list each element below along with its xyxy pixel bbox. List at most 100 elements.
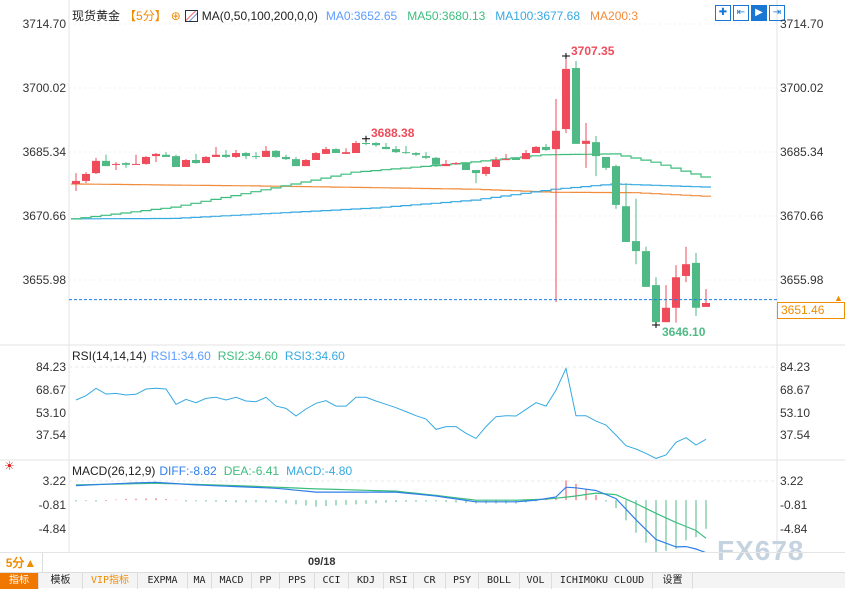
toolbar-item-expma[interactable]: EXPMA	[138, 573, 188, 589]
candle-up	[152, 153, 160, 157]
candle-up	[72, 180, 80, 184]
price-axis-left-4: 3655.98	[22, 273, 66, 287]
macd-axis-right-1: -0.81	[780, 498, 808, 512]
candle-up	[662, 307, 670, 323]
candle-up	[482, 166, 490, 174]
candle-up	[682, 264, 690, 276]
indicator-toolbar: 指标 模板 VIP指标 EXPMA MA MACD PP PPS CCI KDJ RSI CR PSY B…	[0, 572, 845, 589]
goto-latest-icon[interactable]: ⇥	[769, 5, 785, 21]
candle-down	[282, 156, 290, 160]
macd-axis-right-2: -4.84	[780, 522, 808, 536]
candle-up	[552, 130, 560, 150]
macd-axis-left-1: -0.81	[38, 498, 66, 512]
rsi-line	[75, 366, 707, 459]
candle-down	[102, 160, 110, 167]
ma100-line	[71, 183, 711, 220]
expand-up-icon[interactable]: ▲	[834, 293, 843, 303]
price-axis-right-2: 3685.34	[780, 145, 824, 159]
candle-up	[452, 163, 460, 165]
zoom-range-icon[interactable]: ⇤	[733, 5, 749, 21]
candle-down	[242, 153, 250, 157]
period-label[interactable]: 【5分】	[124, 9, 167, 23]
candle-up	[262, 150, 270, 157]
candle-down	[272, 150, 280, 157]
extreme-marker	[362, 135, 370, 142]
candle-down	[382, 146, 390, 150]
candle-up	[522, 153, 530, 160]
toolbar-item-vol[interactable]: VOL	[520, 573, 552, 589]
candle-down	[652, 285, 660, 323]
low-annotation: 3646.10	[662, 325, 706, 339]
toolbar-item-cr[interactable]: CR	[414, 573, 446, 589]
candle-down	[542, 146, 550, 150]
add-compare-icon[interactable]: ⊕	[170, 8, 181, 23]
candle-down	[192, 160, 200, 164]
toolbar-item-设置[interactable]: 设置	[653, 573, 693, 589]
time-axis: 5分▲ 09/18	[0, 552, 845, 573]
toolbar-item-ma[interactable]: MA	[188, 573, 212, 589]
candle-down	[332, 149, 340, 154]
price-axis-left-0: 3714.70	[22, 17, 66, 31]
candle-up	[202, 156, 210, 164]
candle-up	[442, 163, 450, 167]
candle-up	[672, 277, 680, 308]
high-annotation-1: 3688.38	[371, 126, 415, 140]
candle-up	[562, 68, 570, 130]
candle-down	[572, 68, 580, 144]
ma200-value: MA200:3	[590, 8, 639, 23]
time-axis-date: 09/18	[308, 556, 336, 568]
toolbar-item-macd[interactable]: MACD	[212, 573, 252, 589]
candle-down	[432, 157, 440, 165]
crosshair-icon[interactable]: ✚	[715, 5, 731, 21]
candle-up	[212, 154, 220, 157]
price-axis-left-3: 3670.66	[22, 209, 66, 223]
candle-down	[292, 159, 300, 167]
candle-down	[222, 154, 230, 157]
rsi1-value: RSI1:34.60	[150, 349, 211, 363]
candle-down	[612, 166, 620, 205]
candle-down	[462, 163, 470, 171]
macd-axis-right-0: 3.22	[780, 474, 804, 488]
chart-canvas[interactable]	[0, 0, 845, 552]
indicator-settings-icon[interactable]: ☀	[4, 459, 15, 473]
rsi-axis-right-3: 37.54	[780, 428, 811, 442]
toolbar-item-模板[interactable]: 模板	[39, 573, 83, 589]
toolbar-item-pps[interactable]: PPS	[280, 573, 315, 589]
watermark-logo: FX678	[717, 535, 805, 566]
ma-indicator-icon[interactable]	[184, 9, 198, 22]
diff-line	[75, 481, 706, 552]
price-axis-right-0: 3714.70	[780, 17, 824, 31]
price-axis-right-4: 3655.98	[780, 273, 824, 287]
candle-up	[532, 146, 540, 154]
rsi-axis-right-2: 53.10	[780, 406, 811, 420]
period-selector[interactable]: 5分▲	[0, 553, 43, 573]
toolbar-item-vip指标[interactable]: VIP指标	[83, 573, 138, 589]
candle-down	[392, 149, 400, 153]
toolbar-item-pp[interactable]: PP	[252, 573, 280, 589]
macd-header: MACD(26,12,9) DIFF:-8.82 DEA:-6.41 MACD:…	[72, 464, 352, 478]
extreme-marker	[652, 322, 660, 329]
macd-title[interactable]: MACD(26,12,9)	[72, 464, 156, 478]
rsi-axis-left-2: 53.10	[35, 406, 66, 420]
candle-up	[112, 163, 120, 165]
candle-up	[92, 160, 100, 174]
candle-down	[512, 157, 520, 161]
toolbar-item-rsi[interactable]: RSI	[384, 573, 414, 589]
ma-indicator-label[interactable]: MA(0,50,100,200,0,0)	[201, 8, 318, 23]
chart-header: 现货黄金 【5分】 ⊕ MA(0,50,100,200,0,0) MA0:365…	[72, 7, 638, 24]
toolbar-item-ichimoku-cloud[interactable]: ICHIMOKU CLOUD	[552, 573, 653, 589]
rsi-axis-left-1: 68.67	[35, 383, 66, 397]
toolbar-item-指标[interactable]: 指标	[0, 573, 39, 589]
ma50-value: MA50:3680.13	[407, 8, 486, 23]
toolbar-item-boll[interactable]: BOLL	[479, 573, 520, 589]
toolbar-item-cci[interactable]: CCI	[315, 573, 349, 589]
extreme-marker	[562, 53, 570, 60]
macd-value: MACD:-4.80	[286, 464, 353, 478]
candle-down	[602, 156, 610, 168]
toolbar-item-kdj[interactable]: KDJ	[349, 573, 384, 589]
ma200-line	[71, 183, 711, 197]
toolbar-item-psy[interactable]: PSY	[446, 573, 479, 589]
auto-scale-icon[interactable]: ▶	[751, 5, 767, 21]
macd-axis-left-0: 3.22	[42, 474, 66, 488]
rsi-title[interactable]: RSI(14,14,14)	[72, 349, 147, 363]
